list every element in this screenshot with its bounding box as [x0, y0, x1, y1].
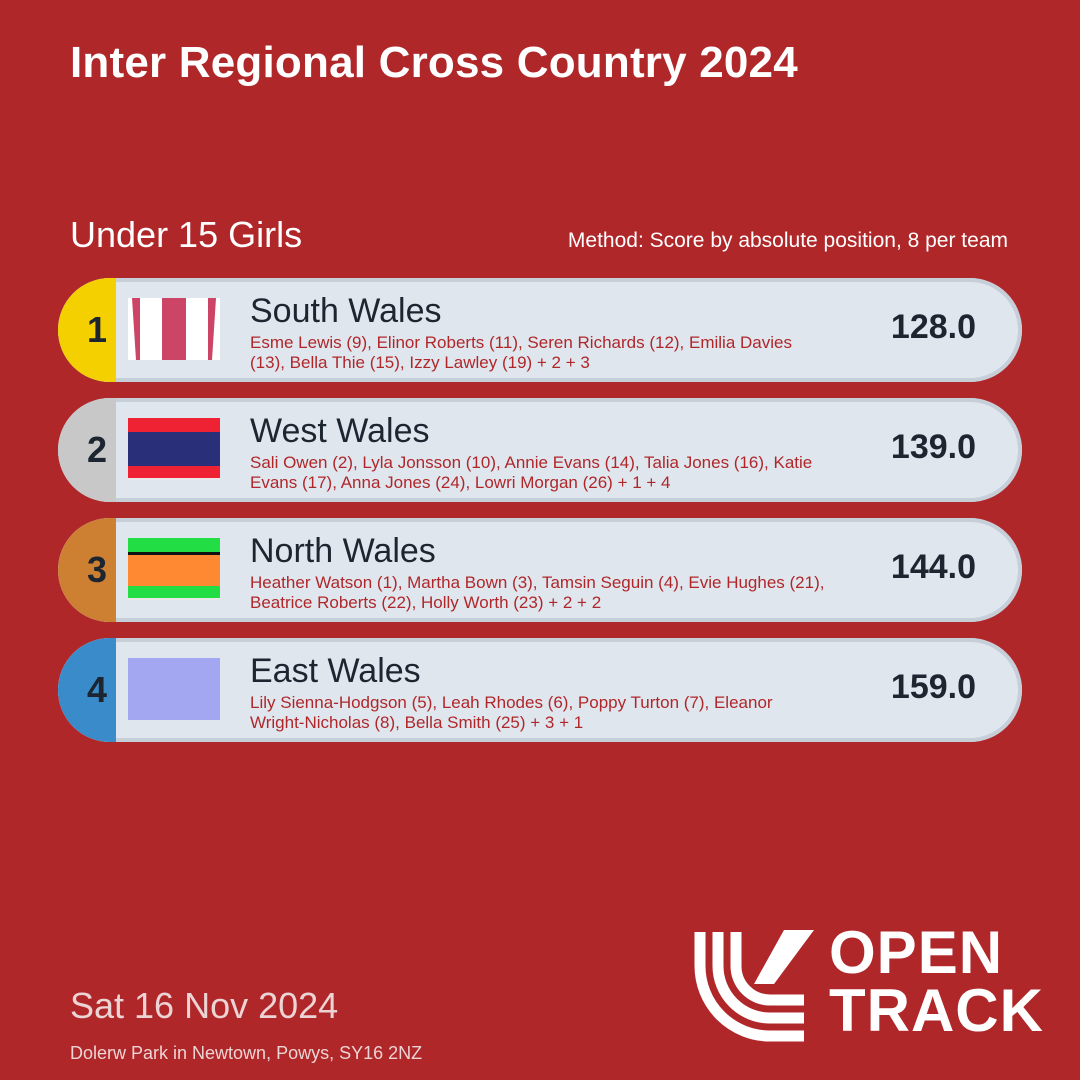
rank-number: 1 — [86, 309, 108, 350]
event-title: Inter Regional Cross Country 2024 — [70, 38, 798, 87]
rank-badge — [58, 278, 116, 382]
team-name: North Wales — [250, 532, 436, 570]
opentrack-logo: OPEN TRACK — [692, 922, 1052, 1052]
rank-badge — [58, 398, 116, 502]
team-score: 159.0 — [890, 668, 976, 706]
event-date: Sat 16 Nov 2024 — [70, 985, 339, 1026]
category-label: Under 15 Girls — [70, 214, 303, 255]
rank-number: 4 — [86, 669, 108, 710]
result-row: 4 East Wales Lily Sienna-Hodgson (5), Le… — [58, 638, 1022, 742]
logo-line-track: TRACK — [829, 977, 1044, 1044]
rank-number: 3 — [86, 549, 108, 590]
team-athletes: Sali Owen (2), Lyla Jonsson (10), Annie … — [250, 453, 813, 492]
venue-address: Dolerw Park in Newtown, Powys, SY16 2NZ — [70, 1043, 423, 1063]
rank-number: 2 — [86, 429, 108, 470]
team-athletes: Lily Sienna-Hodgson (5), Leah Rhodes (6)… — [250, 693, 773, 732]
team-score: 139.0 — [890, 428, 976, 466]
team-flag — [128, 538, 220, 600]
scoring-method: Method: Score by absolute position, 8 pe… — [567, 229, 1008, 252]
team-score: 128.0 — [890, 308, 976, 346]
team-score: 144.0 — [890, 548, 976, 586]
logo-line-open: OPEN — [829, 919, 1004, 986]
team-name: South Wales — [250, 292, 442, 330]
team-athletes: Esme Lewis (9), Elinor Roberts (11), Ser… — [250, 333, 792, 372]
team-name: West Wales — [250, 412, 430, 450]
team-flag — [128, 658, 220, 720]
team-athletes: Heather Watson (1), Martha Bown (3), Tam… — [250, 573, 825, 612]
team-name: East Wales — [250, 652, 421, 690]
result-row: 3 North Wales Heather Watson (1), Martha… — [58, 518, 1022, 622]
results-list: 1 South Wales Esme Lewis (9), Elinor Rob… — [58, 278, 1022, 758]
team-flag — [128, 298, 220, 360]
team-flag — [128, 418, 220, 480]
rank-badge — [58, 518, 116, 622]
rank-badge — [58, 638, 116, 742]
result-row: 1 South Wales Esme Lewis (9), Elinor Rob… — [58, 278, 1022, 382]
logo-mark-icon — [694, 930, 814, 1042]
result-row: 2 West Wales Sali Owen (2), Lyla Jonsson… — [58, 398, 1022, 502]
